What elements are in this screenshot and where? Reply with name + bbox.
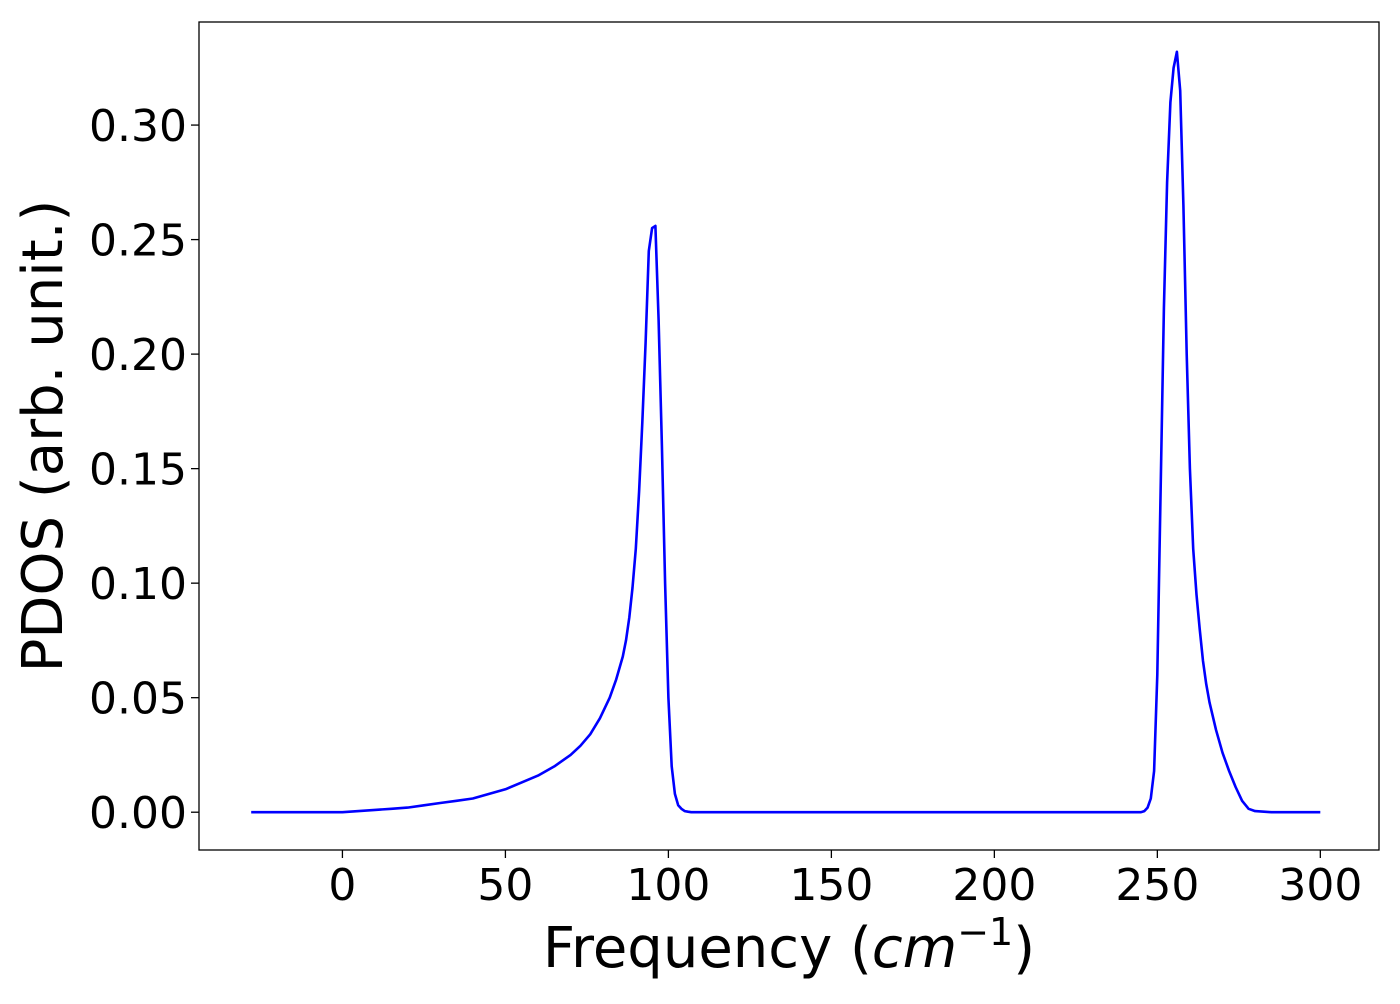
plot-frame [198,21,1380,851]
ticks-layer: 0 50 100 150 200 250 300 0.00 0.05 0.10 0.15 0.20 0.… [89,101,1362,911]
x-axis-title-exponent: −1 [957,910,1013,954]
x-tick-label: 200 [952,860,1036,911]
y-tick-label: 0.00 [89,788,187,839]
y-tick-label: 0.20 [89,330,187,381]
x-axis-title-unit: cm [872,916,957,981]
x-tick-label: 50 [477,860,533,911]
y-tick-label: 0.25 [89,216,187,267]
x-tick-label: 300 [1278,860,1362,911]
x-tick-label: 0 [328,860,356,911]
y-tick-label: 0.15 [89,445,187,496]
x-tick-label: 100 [626,860,710,911]
series-line-pdos [251,50,1321,814]
y-tick-label: 0.05 [89,674,187,725]
y-axis-title: PDOS (arb. unit.) [11,200,76,673]
x-axis-title: Frequency (cm−1) [543,910,1035,981]
x-axis-title-prefix: Frequency ( [543,916,872,981]
x-axis-title-suffix: ) [1013,916,1035,981]
y-tick-label: 0.30 [89,101,187,152]
x-tick-label: 250 [1115,860,1199,911]
x-tick-label: 150 [789,860,873,911]
y-tick-label: 0.10 [89,559,187,610]
